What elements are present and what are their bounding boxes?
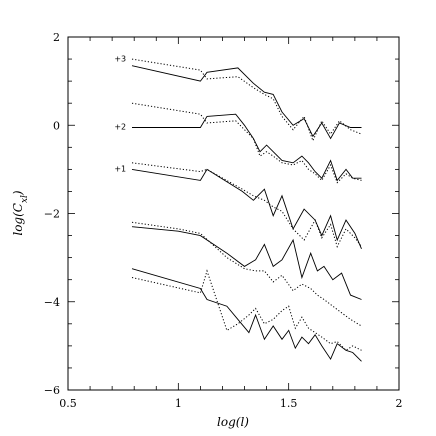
series-line-5-solid — [131, 168, 362, 249]
y-tick-label: 0 — [53, 119, 60, 132]
offset-annotation-1: +3 — [114, 54, 126, 63]
series-line-8-dotted — [131, 221, 362, 327]
series-line-10-dotted — [131, 269, 362, 351]
y-tick-label: 2 — [53, 31, 60, 44]
y-axis-title: log(Cxl) — [11, 190, 30, 236]
annotations: +3 +2 +1 — [114, 54, 126, 173]
y-tick-label: −4 — [44, 296, 60, 309]
series-layer — [131, 58, 362, 362]
x-tick-label: 0.5 — [59, 397, 77, 410]
y-tick-label: −6 — [44, 384, 60, 397]
plot-frame — [67, 36, 400, 391]
offset-annotation-3: +1 — [114, 165, 126, 174]
series-line-2-dotted — [131, 58, 362, 143]
x-tick-label: 2 — [396, 397, 403, 410]
x-axis-title: log(l) — [217, 415, 249, 429]
axis-ticks — [67, 36, 400, 391]
series-line-7-solid — [131, 226, 362, 300]
series-line-3-solid — [132, 113, 362, 182]
series-line-1-solid — [131, 65, 362, 140]
y-tick-label: −2 — [44, 208, 60, 221]
series-line-6-dotted — [131, 162, 362, 248]
series-line-9-solid — [131, 268, 362, 362]
offset-annotation-2: +2 — [114, 123, 126, 132]
x-tick-label: 1.5 — [280, 397, 298, 410]
tick-labels: 0.5 1 1.5 2 −6 −4 −2 0 2 — [44, 31, 403, 410]
x-tick-label: 1 — [175, 397, 182, 410]
series-line-4-dotted — [131, 102, 362, 184]
